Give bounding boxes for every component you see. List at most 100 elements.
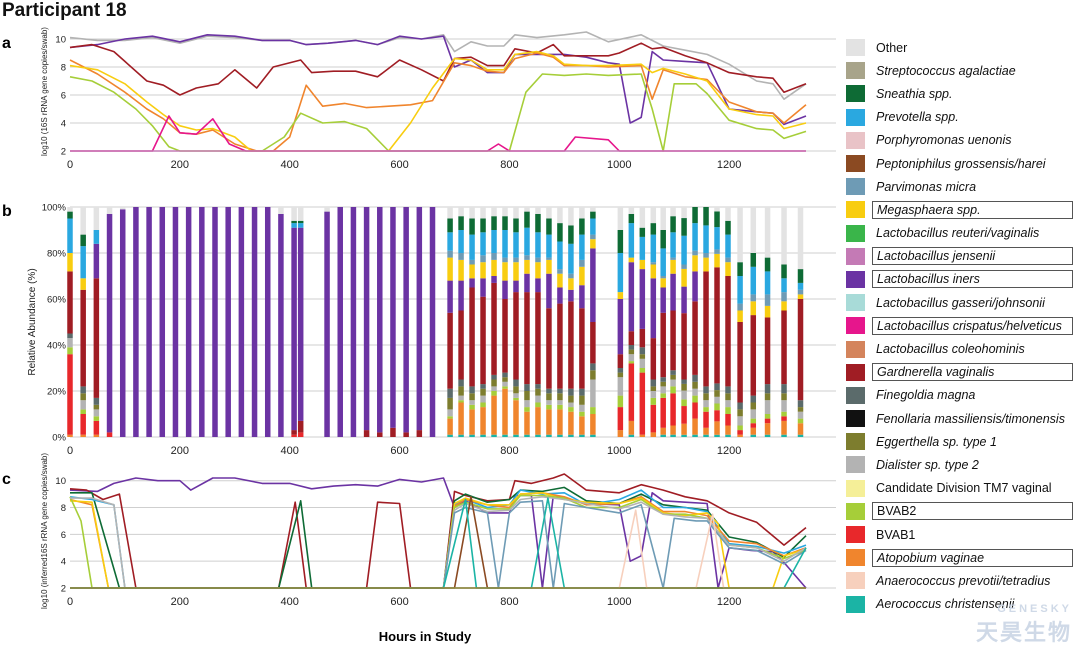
bar-segment <box>480 402 486 408</box>
bar-segment <box>681 434 687 437</box>
bar-segment <box>403 207 409 433</box>
bar-segment <box>579 416 585 435</box>
series-line <box>69 473 807 589</box>
bar-segment <box>670 425 676 435</box>
bar-segment <box>670 207 676 217</box>
x-tick-label: 1200 <box>717 596 741 608</box>
bar-segment <box>568 301 574 389</box>
bar-segment <box>491 276 497 283</box>
bar-segment <box>291 220 297 224</box>
bar-segment <box>291 207 297 221</box>
bar-segment <box>377 207 383 433</box>
bar-segment <box>546 393 552 401</box>
bar-segment <box>692 207 698 224</box>
bar-segment <box>670 216 676 233</box>
bar-segment <box>480 278 486 297</box>
bar-segment <box>524 255 530 260</box>
x-tick-label: 1200 <box>717 445 741 457</box>
bar-segment <box>458 402 464 435</box>
bar-segment <box>764 294 771 306</box>
bar-segment <box>469 234 475 260</box>
legend-label: Fenollaria massiliensis/timonensis <box>876 411 1065 426</box>
bar-segment <box>535 262 541 279</box>
bar-segment <box>579 207 585 219</box>
bar-segment <box>650 391 657 398</box>
x-tick-label: 0 <box>67 445 73 457</box>
bar-segment <box>297 220 304 224</box>
bar-segment <box>458 400 464 403</box>
bar-segment <box>781 278 787 293</box>
bar-segment <box>557 400 563 405</box>
bar-segment <box>416 430 423 437</box>
bar-segment <box>590 379 596 408</box>
bar-segment <box>513 292 519 380</box>
bar-segment <box>692 374 698 382</box>
bar-segment <box>639 227 646 237</box>
bar-segment <box>725 386 731 394</box>
bar-segment <box>781 292 787 302</box>
bar-segment <box>703 271 709 387</box>
bar-segment <box>524 407 530 412</box>
bar-segment <box>524 207 530 212</box>
bar-segment <box>80 393 86 401</box>
bar-segment <box>491 374 497 380</box>
bar-segment <box>703 225 709 253</box>
bar-segment <box>502 299 508 373</box>
bar-segment <box>590 414 596 435</box>
series-line <box>70 509 806 589</box>
bar-segment <box>469 409 475 435</box>
bar-segment <box>297 420 304 433</box>
bar-segment <box>725 257 731 263</box>
bar-segment <box>297 432 304 437</box>
y-tick-label: 0% <box>52 433 66 444</box>
bar-segment <box>797 269 804 283</box>
bar-segment <box>617 354 624 368</box>
legend-label: Other <box>876 40 908 55</box>
bar-segment <box>590 370 596 380</box>
bar-segment <box>80 386 86 394</box>
legend-swatch <box>846 410 865 428</box>
bar-segment <box>447 409 453 417</box>
bar-segment <box>714 396 720 404</box>
legend-item: Lactobacillus iners <box>846 268 1080 291</box>
legend-item: Dialister sp. type 2 <box>846 453 1080 476</box>
bar-segment <box>568 411 574 435</box>
bar-segment <box>617 230 624 253</box>
x-tick-label: 800 <box>500 596 518 608</box>
bar-segment <box>750 395 757 403</box>
bar-segment <box>447 397 453 410</box>
bar-segment <box>737 434 743 437</box>
y-tick-label: 2 <box>61 584 66 595</box>
bar-segment <box>93 416 100 421</box>
bar-segment <box>628 420 635 435</box>
bar-segment <box>337 207 343 437</box>
legend-label: Candidate Division TM7 vaginal <box>876 481 1052 496</box>
bar-segment <box>513 386 519 394</box>
series-line <box>69 477 807 589</box>
bar-segment <box>628 354 635 362</box>
bar-segment <box>291 434 297 437</box>
bar-segment <box>491 434 497 437</box>
legend-swatch <box>846 386 865 404</box>
bar-segment <box>390 207 396 428</box>
bar-segment <box>590 234 596 240</box>
legend-swatch <box>846 572 865 590</box>
bar-segment <box>491 282 497 375</box>
bar-segment <box>703 427 709 435</box>
bar-segment <box>119 209 126 437</box>
legend-label: Finegoldia magna <box>876 388 976 403</box>
bar-segment <box>628 207 635 214</box>
series-line <box>70 497 807 589</box>
bar-segment <box>737 276 743 304</box>
bar-segment <box>650 379 657 387</box>
bar-segment <box>557 273 563 288</box>
bar-segment <box>725 207 731 221</box>
bar-segment <box>617 377 624 396</box>
bar-segment <box>251 207 258 437</box>
bar-segment <box>681 264 687 269</box>
bar-segment <box>568 434 574 437</box>
x-tick-label: 400 <box>281 596 299 608</box>
bar-segment <box>660 381 666 387</box>
bar-segment <box>681 286 687 314</box>
x-tick-label: 0 <box>67 596 73 608</box>
